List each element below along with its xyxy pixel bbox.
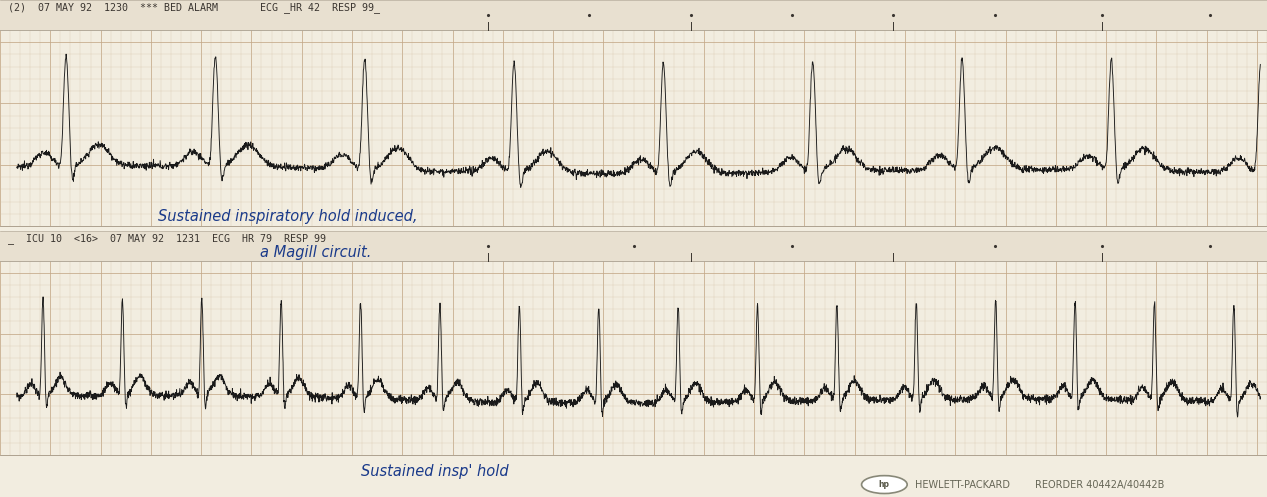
Circle shape <box>862 476 907 494</box>
Text: Sustained inspiratory hold induced,: Sustained inspiratory hold induced, <box>158 209 418 224</box>
Text: _  ICU 10  <16>  07 MAY 92  1231  ECG  HR 79  RESP 99: _ ICU 10 <16> 07 MAY 92 1231 ECG HR 79 R… <box>8 234 326 245</box>
Text: Sustained insp' hold: Sustained insp' hold <box>361 464 509 479</box>
Bar <box>0 0 1267 30</box>
Bar <box>0 261 1267 455</box>
Text: (2)  07 MAY 92  1230  *** BED ALARM       ECG _HR 42  RESP 99_: (2) 07 MAY 92 1230 *** BED ALARM ECG _HR… <box>8 2 380 13</box>
Bar <box>0 30 1267 226</box>
Text: a Magill circuit.: a Magill circuit. <box>260 245 371 260</box>
Text: HEWLETT-PACKARD        REORDER 40442A/40442B: HEWLETT-PACKARD REORDER 40442A/40442B <box>915 480 1164 490</box>
Text: hp: hp <box>879 480 889 489</box>
Bar <box>0 231 1267 261</box>
